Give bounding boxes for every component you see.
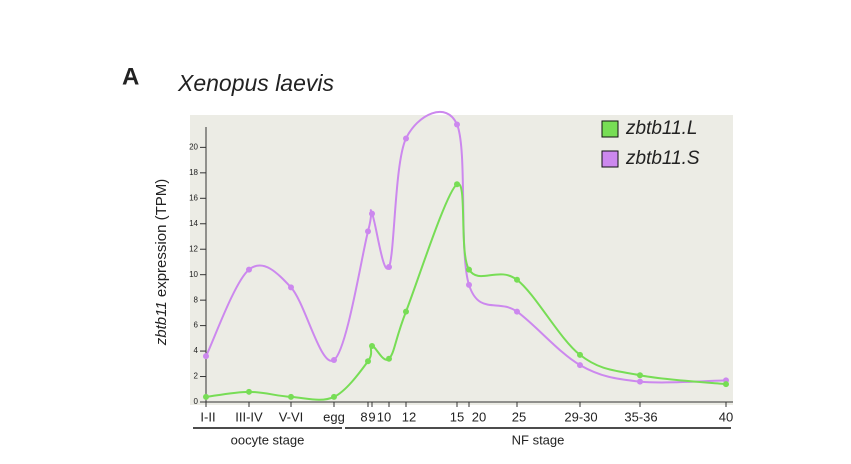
x-tick-label: 10 (377, 409, 391, 424)
y-tick-label: 2 (194, 372, 199, 381)
data-point (386, 264, 392, 271)
y-tick-label: 10 (189, 270, 198, 279)
data-point (365, 358, 371, 365)
data-point (466, 266, 472, 273)
x-tick-label: 29-30 (564, 409, 597, 424)
data-point (637, 378, 643, 385)
x-tick-label: 25 (512, 409, 526, 424)
data-point (386, 355, 392, 362)
y-tick-label: 20 (189, 142, 198, 151)
group-label: NF stage (512, 432, 565, 447)
x-tick-label: III-IV (235, 409, 263, 424)
data-point (637, 372, 643, 379)
group-label: oocyte stage (231, 432, 305, 447)
legend-swatch (601, 120, 619, 138)
data-point (577, 351, 583, 358)
data-point (369, 210, 375, 217)
y-tick-label: 4 (194, 346, 199, 355)
series-line (205, 110, 727, 384)
data-point (288, 393, 294, 400)
data-point (246, 266, 252, 273)
x-tick-label: 35-36 (624, 409, 657, 424)
y-tick-label: 14 (189, 219, 198, 228)
data-point (723, 381, 729, 388)
data-point (288, 284, 294, 291)
x-tick-label: 15 (450, 409, 464, 424)
x-tick-label: 8 (360, 409, 367, 424)
data-point (203, 353, 209, 360)
y-tick-label: 16 (189, 193, 198, 202)
data-point (246, 388, 252, 395)
x-tick-label: egg (323, 409, 345, 424)
data-point (577, 362, 583, 369)
data-point (454, 121, 460, 128)
data-point (454, 181, 460, 188)
x-tick-label: 40 (719, 409, 733, 424)
data-point (514, 308, 520, 315)
data-point (331, 356, 337, 363)
panel-label: A (122, 63, 139, 90)
legend-label: zbtb11.L (625, 118, 697, 139)
data-point (365, 228, 371, 235)
data-point (369, 342, 375, 349)
y-tick-label: 18 (189, 168, 198, 177)
y-tick-label: 12 (189, 244, 198, 253)
y-tick-label: 8 (194, 295, 199, 304)
data-point (403, 135, 409, 142)
y-tick-label: 0 (194, 397, 199, 406)
data-point (403, 308, 409, 315)
x-tick-label: 20 (472, 409, 486, 424)
x-tick-label: V-VI (279, 409, 304, 424)
data-point (203, 393, 209, 400)
x-tick-label: 9 (368, 409, 375, 424)
legend-label: zbtb11.S (625, 148, 700, 169)
chart-title: Xenopus laevis (177, 70, 334, 96)
y-axis-label: zbtb11 expression (TPM) (153, 179, 170, 346)
x-tick-label: 12 (402, 409, 416, 424)
legend-swatch (601, 150, 619, 168)
data-point (514, 276, 520, 283)
data-point (331, 393, 337, 400)
data-point (466, 281, 472, 288)
y-tick-label: 6 (194, 321, 199, 330)
x-tick-label: I-II (200, 409, 215, 424)
